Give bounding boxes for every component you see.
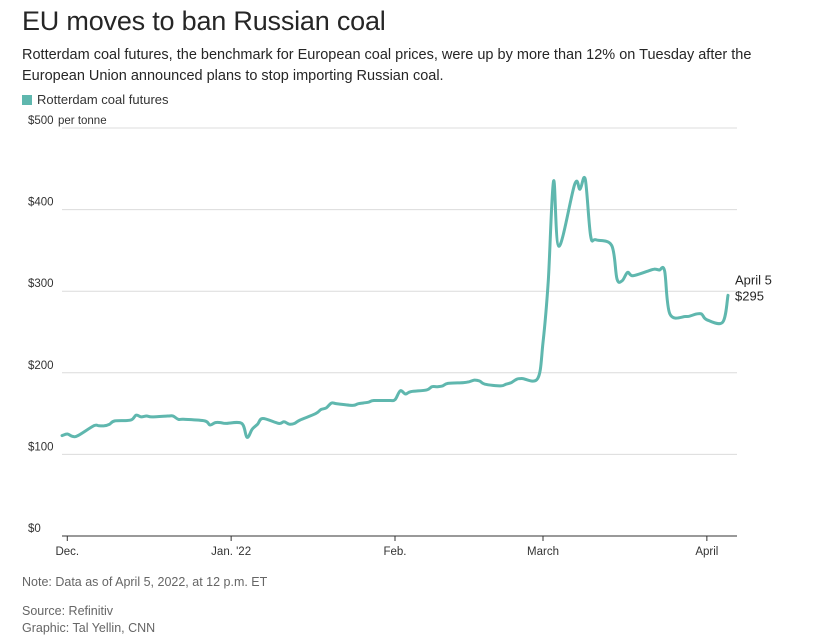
- y-unit-label: per tonne: [58, 115, 107, 127]
- chart-subtitle: Rotterdam coal futures, the benchmark fo…: [22, 47, 752, 84]
- x-tick-label: March: [527, 546, 559, 558]
- y-tick-label: $100: [28, 441, 54, 453]
- y-axis: $0 $100 $200 $300 $400 $500 per tonne: [28, 115, 107, 535]
- y-tick-label: $0: [28, 523, 41, 535]
- footer-note: Note: Data as of April 5, 2022, at 12 p.…: [22, 575, 268, 589]
- legend-swatch: [22, 94, 32, 105]
- legend-label: Rotterdam coal futures: [37, 92, 169, 107]
- y-tick-label: $200: [28, 360, 54, 372]
- footer-credit: Graphic: Tal Yellin, CNN: [22, 621, 156, 635]
- x-tick-label: Jan. '22: [211, 546, 251, 558]
- legend: Rotterdam coal futures: [22, 92, 169, 107]
- x-tick-label: April: [695, 546, 718, 558]
- annotation-date: April 5: [735, 272, 772, 287]
- chart-title: EU moves to ban Russian coal: [22, 6, 386, 36]
- x-tick-label: Feb.: [383, 546, 406, 558]
- x-axis: Dec. Jan. '22 Feb. March April: [55, 536, 718, 558]
- y-tick-label: $500: [28, 115, 54, 127]
- y-tick-label: $400: [28, 197, 54, 209]
- y-tick-label: $300: [28, 278, 54, 290]
- line-chart: $0 $100 $200 $300 $400 $500 per tonne Dec. Jan.…: [28, 115, 772, 558]
- x-tick-label: Dec.: [55, 546, 79, 558]
- series-line-rotterdam: [60, 176, 730, 439]
- annotation-value: $295: [735, 288, 764, 303]
- gridlines: [62, 127, 737, 537]
- footer-source: Source: Refinitiv: [22, 604, 114, 618]
- last-value-annotation: April 5$295: [735, 272, 772, 303]
